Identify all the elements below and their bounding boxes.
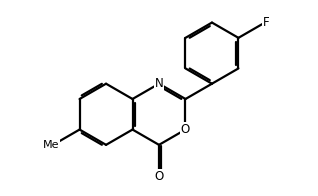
Text: O: O	[181, 123, 190, 136]
Text: Me: Me	[42, 140, 59, 150]
Text: F: F	[263, 16, 270, 29]
Text: O: O	[154, 170, 164, 183]
Text: N: N	[155, 77, 163, 90]
